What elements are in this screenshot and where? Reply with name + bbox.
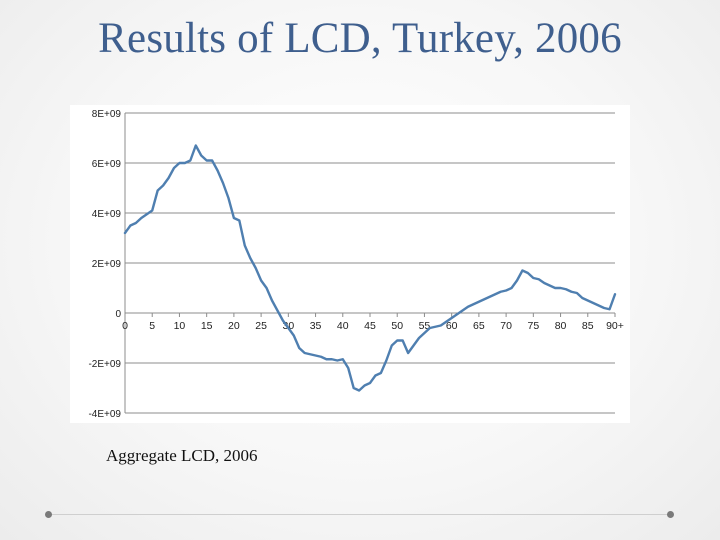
x-tick-label: 25: [255, 320, 267, 332]
x-tick-label: 45: [364, 320, 376, 332]
x-tick-label: 40: [337, 320, 349, 332]
footer-rule: [50, 514, 670, 515]
x-tick-label: 20: [228, 320, 240, 332]
chart-area: -4E+09 -2E+09 0 2E+09 4E+09 6E+09 8E+09 0 5 10 15 2…: [70, 105, 630, 423]
x-tick-label: 10: [174, 320, 186, 332]
y-tick-label: 4E+09: [92, 209, 122, 220]
x-tick-label: 80: [555, 320, 567, 332]
slide-title: Results of LCD, Turkey, 2006: [98, 15, 622, 62]
series-line: [123, 144, 617, 392]
y-tick-label: -4E+09: [88, 409, 121, 420]
x-tick-label: 35: [310, 320, 322, 332]
x-tick-label: 60: [446, 320, 458, 332]
footer-dot-right: [667, 511, 674, 518]
chart-caption: Aggregate LCD, 2006: [106, 446, 258, 465]
x-tick-label: 15: [201, 320, 213, 332]
x-tick-label: 0: [122, 320, 128, 332]
y-tick-label: -2E+09: [88, 359, 121, 370]
x-tick-label: 70: [500, 320, 512, 332]
x-tick-label: 75: [527, 320, 539, 332]
x-tick-label: 90+: [606, 320, 624, 332]
x-tick-label: 55: [419, 320, 431, 332]
y-tick-label: 0: [115, 309, 121, 320]
x-tick-label: 30: [282, 320, 294, 332]
footer-dot-left: [45, 511, 52, 518]
x-tick-label: 85: [582, 320, 594, 332]
y-tick-label: 2E+09: [92, 259, 122, 270]
lcd-line-chart: -4E+09 -2E+09 0 2E+09 4E+09 6E+09 8E+09 0 5 10 15 2…: [88, 109, 624, 420]
x-tick-label: 5: [149, 320, 155, 332]
y-tick-label: 6E+09: [92, 159, 122, 170]
y-tick-label: 8E+09: [92, 109, 122, 120]
x-tick-label: 50: [391, 320, 403, 332]
x-tick-label: 65: [473, 320, 485, 332]
